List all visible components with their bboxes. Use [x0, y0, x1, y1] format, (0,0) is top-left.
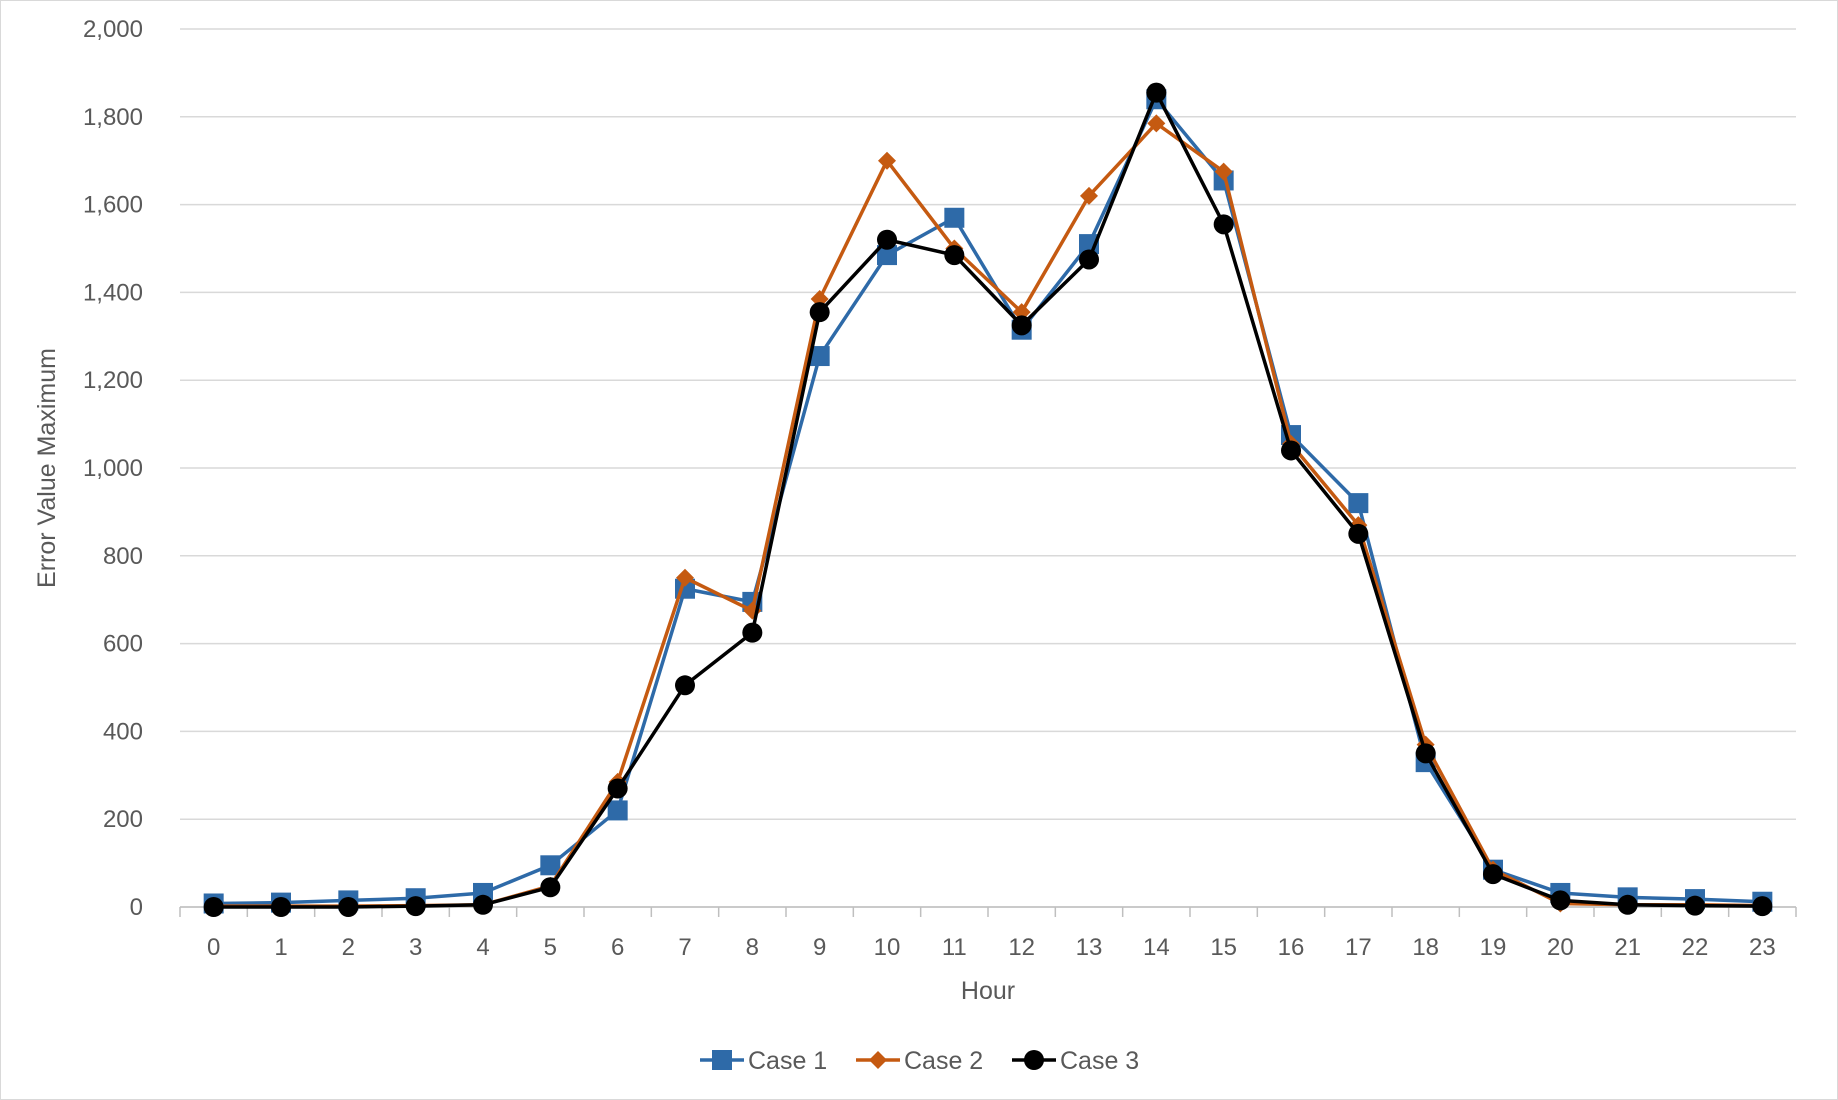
x-tick-label: 21 — [1614, 934, 1641, 961]
gridlines — [180, 28, 1796, 908]
legend-swatch-marker — [1024, 1050, 1044, 1070]
data-point — [676, 568, 694, 587]
y-tick-label: 1,200 — [83, 367, 143, 394]
data-point — [271, 897, 291, 917]
data-point — [1011, 315, 1032, 336]
legend-item: Case 1 — [700, 1047, 827, 1075]
x-tick-label: 12 — [1008, 934, 1035, 961]
y-tick-label: 1,000 — [83, 455, 143, 482]
data-point — [1281, 440, 1301, 461]
x-tick-label: 0 — [207, 934, 220, 961]
x-tick-label: 1 — [274, 934, 287, 961]
x-tick-label: 23 — [1749, 934, 1776, 961]
x-tick-label: 22 — [1682, 934, 1709, 961]
y-tick-label: 1,400 — [83, 279, 143, 306]
data-point — [540, 855, 561, 876]
data-point — [338, 897, 359, 917]
series-line — [213, 97, 1763, 906]
y-tick-label: 800 — [103, 543, 143, 570]
data-point — [1752, 896, 1773, 917]
x-tick-label: 20 — [1547, 934, 1574, 961]
legend-label: Case 2 — [904, 1047, 983, 1075]
y-tick-label: 200 — [103, 806, 143, 833]
legend: Case 1 Case 2 Case 3 — [700, 1047, 1139, 1075]
x-tick-label: 9 — [813, 934, 826, 961]
series-1 — [203, 89, 1773, 914]
x-tick-label: 18 — [1412, 934, 1439, 961]
data-point — [944, 245, 965, 266]
series-3 — [203, 82, 1773, 917]
x-tick-label: 2 — [342, 934, 355, 961]
y-axis-title: Error Value Maximum — [33, 348, 61, 588]
x-tick-label: 10 — [874, 934, 901, 961]
data-point — [675, 675, 695, 696]
legend-label: Case 1 — [748, 1047, 827, 1075]
y-tick-label: 1,600 — [83, 192, 143, 219]
data-point — [742, 622, 763, 643]
series-line — [213, 90, 1763, 909]
data-point — [1617, 894, 1638, 915]
data-point — [1079, 249, 1099, 270]
data-point — [1080, 186, 1098, 205]
data-point — [1214, 162, 1233, 181]
data-point — [607, 800, 628, 821]
data-point — [540, 877, 561, 898]
x-tick-label: 13 — [1076, 934, 1103, 961]
series-lines — [203, 82, 1773, 917]
data-point — [1146, 82, 1167, 103]
x-axis-title: Hour — [961, 977, 1015, 1005]
data-point — [944, 207, 965, 228]
legend-label: Case 3 — [1060, 1047, 1139, 1075]
data-point — [1213, 214, 1234, 235]
data-point — [607, 778, 628, 799]
data-point — [1147, 114, 1166, 133]
data-point — [1415, 743, 1436, 764]
legend-swatch-marker — [869, 1051, 887, 1069]
legend-item: Case 2 — [856, 1047, 983, 1075]
x-tick-label: 19 — [1480, 934, 1507, 961]
legend-swatch-marker — [712, 1050, 732, 1070]
data-point — [1483, 864, 1503, 885]
x-tick-label: 11 — [942, 934, 967, 961]
data-point — [473, 894, 493, 915]
y-axis: 0 200 400 600 800 1,000 1,200 1,400 1,600 1,800 2,… — [83, 16, 143, 921]
x-axis: 0 1 2 3 4 5 6 7 8 9 10 11 12 13 14 15 16 17 18 19 20 21 22 23 — [179, 906, 1797, 961]
data-point — [203, 897, 224, 917]
series-2 — [204, 114, 1772, 916]
x-tick-label: 17 — [1345, 934, 1372, 961]
y-tick-label: 2,000 — [83, 16, 143, 43]
series-line — [213, 121, 1763, 908]
data-point — [878, 151, 896, 170]
data-point — [1550, 890, 1571, 911]
x-tick-label: 5 — [544, 934, 557, 961]
data-point — [877, 229, 897, 250]
data-point — [809, 346, 830, 367]
x-tick-label: 6 — [611, 934, 624, 961]
x-tick-label: 4 — [476, 934, 489, 961]
x-tick-label: 16 — [1278, 934, 1305, 961]
data-point — [1348, 523, 1369, 544]
data-point — [809, 302, 830, 323]
x-tick-label: 15 — [1210, 934, 1237, 961]
y-tick-label: 600 — [103, 631, 143, 658]
y-tick-label: 1,800 — [83, 104, 143, 131]
x-tick-label: 3 — [409, 934, 422, 961]
x-tick-label: 14 — [1143, 934, 1170, 961]
data-point — [1348, 493, 1369, 514]
y-tick-label: 0 — [130, 894, 143, 921]
data-point — [405, 896, 426, 917]
x-tick-label: 7 — [678, 934, 691, 961]
data-point — [1685, 895, 1705, 916]
y-tick-label: 400 — [103, 718, 143, 745]
legend-item: Case 3 — [1012, 1047, 1139, 1075]
data-point — [877, 245, 897, 266]
x-tick-label: 8 — [746, 934, 759, 961]
